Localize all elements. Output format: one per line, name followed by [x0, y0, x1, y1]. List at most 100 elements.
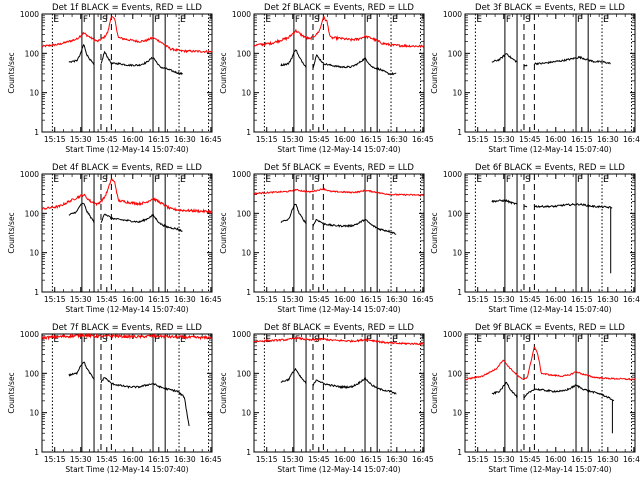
phase-marker-label: S [102, 15, 108, 25]
events-series-line [280, 367, 397, 395]
plot-frame [41, 13, 213, 133]
y-tick-label: 1 [34, 128, 39, 137]
panel-3: Det 3f BLACK = Events, RED = LLD 1 10 100 10… [430, 3, 640, 154]
phase-marker-label: F [154, 175, 159, 185]
y-axis-label: Counts/sec [430, 52, 439, 93]
x-tick-label: 16:30 [597, 135, 619, 144]
y-tick-label: 100 [237, 49, 252, 58]
x-tick-label: 16:45 [623, 295, 640, 304]
panel-title: Det 9f BLACK = Events, RED = LLD [475, 323, 625, 333]
panel-title: Det 8f BLACK = Events, RED = LLD [264, 323, 414, 333]
x-tick-label: 16:45 [200, 135, 222, 144]
y-axis-label: Counts/sec [219, 52, 228, 93]
x-tick-label: 16:45 [412, 135, 434, 144]
x-tick-label: 16:30 [386, 135, 408, 144]
phase-marker-label: E [53, 15, 59, 25]
y-axis-label: Counts/sec [430, 212, 439, 253]
y-tick-label: 1 [457, 448, 462, 457]
x-axis-label: Start Time (12-May-14 15:07:40) [488, 465, 611, 474]
phase-marker-label: F [366, 15, 371, 25]
phase-marker-label: F [295, 15, 300, 25]
x-tick-label: 15:45 [96, 295, 118, 304]
x-tick-label: 15:15 [467, 135, 489, 144]
x-tick-label: 15:15 [44, 295, 66, 304]
phase-marker-label: E [53, 335, 59, 345]
panel-1: Det 1f BLACK = Events, RED = LLD 1 10 100 10… [7, 3, 222, 154]
x-tick-label: 15:30 [282, 455, 304, 464]
x-tick-label: 16:15 [571, 135, 593, 144]
x-axis-label: Start Time (12-May-14 15:07:40) [65, 465, 188, 474]
phase-marker-label: F [83, 175, 88, 185]
x-tick-label: 16:15 [571, 455, 593, 464]
y-tick-label: 100 [237, 369, 252, 378]
y-tick-label: 1000 [20, 10, 39, 19]
phase-marker-label: E [392, 175, 398, 185]
x-axis-label: Start Time (12-May-14 15:07:40) [277, 305, 400, 314]
y-tick-label: 100 [448, 49, 463, 58]
y-tick-label: 1 [457, 128, 462, 137]
y-tick-label: 10 [452, 249, 462, 258]
y-tick-label: 1000 [232, 170, 251, 179]
phase-marker-label: F [295, 175, 300, 185]
events-series-line [491, 199, 613, 274]
events-series-line [68, 43, 183, 76]
x-tick-label: 16:30 [174, 295, 196, 304]
x-tick-label: 16:00 [122, 295, 144, 304]
x-tick-label: 16:15 [360, 455, 382, 464]
events-series-line [280, 203, 397, 235]
y-tick-label: 100 [448, 369, 463, 378]
y-axis-label: Counts/sec [7, 212, 16, 253]
panel-title: Det 3f BLACK = Events, RED = LLD [475, 3, 625, 13]
phase-marker-label: F [506, 335, 511, 345]
x-tick-label: 16:30 [597, 295, 619, 304]
y-tick-label: 1000 [20, 330, 39, 339]
x-tick-label: 15:15 [256, 135, 278, 144]
plot-frame [464, 333, 636, 453]
lld-series-line [41, 178, 213, 215]
lld-series-line [41, 16, 213, 54]
plot-frame [41, 333, 213, 453]
x-tick-label: 15:30 [493, 135, 515, 144]
phase-marker-label: S [525, 15, 531, 25]
panel-8: Det 8f BLACK = Events, RED = LLD 1 10 100 10… [219, 323, 434, 474]
x-tick-label: 16:45 [200, 455, 222, 464]
phase-marker-label: E [392, 15, 398, 25]
phase-marker-label: S [314, 15, 320, 25]
phase-marker-label: F [83, 335, 88, 345]
x-tick-label: 15:15 [467, 295, 489, 304]
y-axis-label: Counts/sec [219, 372, 228, 413]
y-tick-label: 100 [25, 369, 40, 378]
x-tick-label: 16:45 [623, 135, 640, 144]
phase-marker-label: F [506, 175, 511, 185]
panel-title: Det 2f BLACK = Events, RED = LLD [264, 3, 414, 13]
x-tick-label: 16:00 [545, 455, 567, 464]
phase-marker-label: F [506, 15, 511, 25]
x-tick-label: 16:45 [412, 295, 434, 304]
phase-marker-label: F [83, 15, 88, 25]
lld-series-line [253, 14, 425, 49]
x-tick-label: 16:00 [545, 135, 567, 144]
phase-marker-label: S [314, 175, 320, 185]
events-series-line [68, 361, 190, 427]
x-axis-label: Start Time (12-May-14 15:07:40) [277, 465, 400, 474]
panel-6: Det 6f BLACK = Events, RED = LLD 1 10 100 10… [430, 163, 640, 314]
y-tick-label: 10 [29, 249, 39, 258]
x-tick-label: 15:15 [256, 455, 278, 464]
x-tick-label: 16:00 [334, 135, 356, 144]
events-series-line [280, 49, 397, 76]
plot-frame [253, 173, 425, 293]
x-tick-label: 16:15 [148, 295, 170, 304]
y-tick-label: 10 [241, 89, 251, 98]
y-tick-label: 10 [241, 409, 251, 418]
x-tick-label: 15:30 [70, 295, 92, 304]
phase-marker-label: E [476, 335, 482, 345]
x-tick-label: 16:15 [571, 295, 593, 304]
y-tick-label: 10 [241, 249, 251, 258]
x-tick-label: 16:30 [174, 135, 196, 144]
x-tick-label: 15:15 [256, 295, 278, 304]
y-tick-label: 100 [237, 209, 252, 218]
phase-marker-label: F [577, 15, 582, 25]
y-tick-label: 1 [246, 288, 251, 297]
events-series-line [491, 53, 611, 67]
